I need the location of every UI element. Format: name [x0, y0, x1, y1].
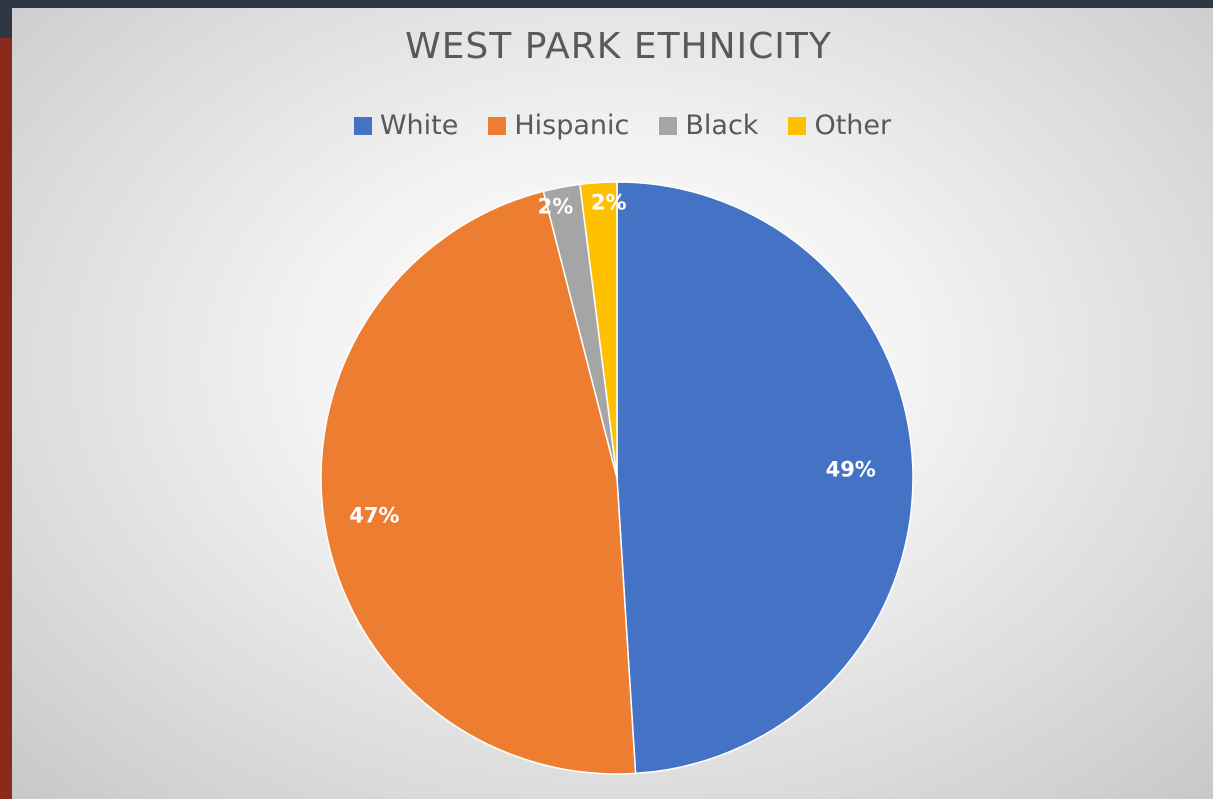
slide-accent-band [0, 38, 12, 799]
legend-swatch-other [788, 116, 807, 135]
pie-slice-white [616, 181, 914, 775]
legend-item-other: Other [788, 110, 891, 141]
legend-item-hispanic: Hispanic [488, 110, 629, 141]
legend-swatch-black [659, 116, 678, 135]
legend-label-black: Black [685, 110, 759, 141]
pie-slice-other [579, 181, 618, 479]
legend-swatch-hispanic [488, 116, 507, 135]
legend-item-black: Black [659, 110, 758, 141]
data-label-white: 49% [826, 458, 876, 482]
legend-swatch-white [353, 116, 372, 135]
legend-item-white: White [353, 110, 459, 141]
data-label-hispanic: 47% [349, 503, 399, 527]
data-label-black: 2% [538, 195, 574, 219]
data-label-other: 2% [591, 190, 627, 214]
chart-legend: White Hispanic Black Other [0, 110, 1213, 141]
legend-label-hispanic: Hispanic [514, 110, 630, 141]
chart-title: WEST PARK ETHNICITY [405, 26, 832, 67]
pie-slice-hispanic [320, 190, 637, 775]
legend-label-other: Other [814, 110, 892, 141]
legend-label-white: White [379, 110, 459, 141]
